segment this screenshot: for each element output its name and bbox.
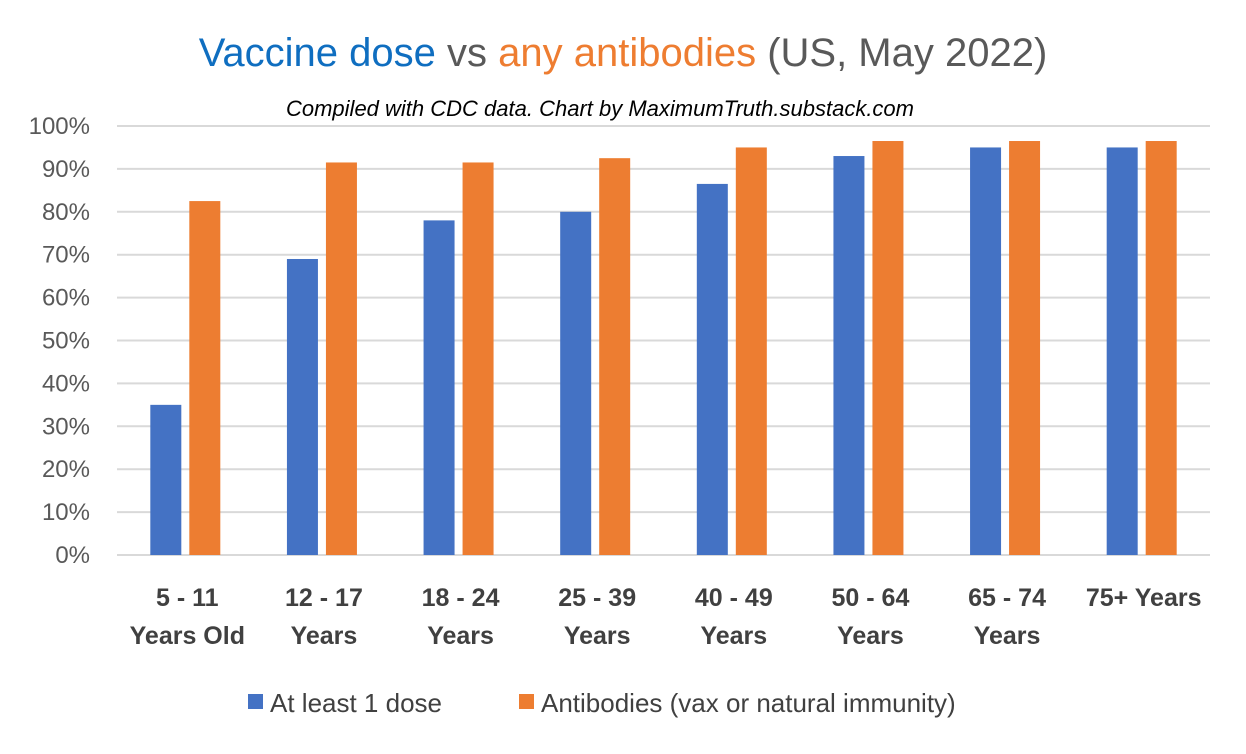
- x-category-label: 40 - 49: [695, 584, 773, 612]
- title-any-antibodies: any antibodies: [498, 31, 756, 75]
- y-tick-label: 60%: [42, 285, 90, 312]
- bar-antibodies: [462, 162, 494, 555]
- legend: At least 1 dose Antibodies (vax or natura…: [248, 688, 956, 718]
- x-category-label: 18 - 24: [422, 584, 500, 612]
- bar-antibodies: [325, 162, 357, 555]
- x-category-label: 25 - 39: [558, 584, 636, 612]
- bar-antibodies: [872, 141, 904, 555]
- x-category-label: Years: [291, 622, 358, 650]
- x-category-label: 12 - 17: [285, 584, 363, 612]
- bar-antibodies: [599, 158, 631, 556]
- title-us-may-2022: (US, May 2022): [756, 31, 1047, 75]
- legend-swatch: [248, 694, 263, 709]
- y-tick-label: 50%: [42, 328, 90, 355]
- x-category-label: 50 - 64: [832, 584, 910, 612]
- x-category-label: Years: [974, 622, 1041, 650]
- bar-at-least-1-dose: [423, 220, 455, 555]
- bar-at-least-1-dose: [696, 183, 728, 556]
- title-vaccine-dose: Vaccine dose: [199, 31, 436, 75]
- x-category-label: 5 - 11: [156, 584, 219, 612]
- bar-at-least-1-dose: [833, 156, 865, 555]
- y-tick-label: 30%: [42, 413, 90, 440]
- bar-at-least-1-dose: [150, 404, 182, 555]
- y-tick-label: 80%: [42, 199, 90, 226]
- x-category-label: Years: [427, 622, 494, 650]
- x-category-label: Years Old: [130, 622, 245, 650]
- x-category-label: Years: [700, 622, 767, 650]
- y-tick-label: 90%: [42, 156, 90, 183]
- legend-label: At least 1 dose: [270, 688, 442, 718]
- bar-at-least-1-dose: [286, 258, 318, 555]
- y-tick-label: 10%: [42, 499, 90, 526]
- y-tick-label: 40%: [42, 370, 90, 397]
- title-vs: vs: [436, 31, 498, 75]
- x-category-label: 75+ Years: [1086, 584, 1202, 612]
- bar-antibodies: [189, 201, 221, 555]
- y-tick-label: 0%: [55, 542, 90, 569]
- y-tick-label: 70%: [42, 242, 90, 269]
- legend-swatch: [519, 694, 534, 709]
- bar-antibodies: [1009, 141, 1041, 555]
- y-tick-label: 20%: [42, 456, 90, 483]
- bar-at-least-1-dose: [1106, 147, 1138, 555]
- chart-title: Vaccine dose vs any antibodies (US, May …: [199, 31, 1048, 75]
- x-category-label: Years: [564, 622, 631, 650]
- x-category-label: Years: [837, 622, 904, 650]
- bar-antibodies: [1145, 141, 1177, 555]
- y-axis-ticks: 0% 10% 20% 30% 40% 50% 60% 70% 80% 90% 100%: [29, 113, 90, 569]
- gridlines: [117, 125, 1210, 556]
- bar-at-least-1-dose: [560, 211, 592, 556]
- x-category-label: 65 - 74: [968, 584, 1046, 612]
- chart-subtitle: Compiled with CDC data. Chart by Maximum…: [286, 96, 914, 121]
- y-tick-label: 100%: [29, 113, 90, 140]
- bar-at-least-1-dose: [970, 147, 1002, 555]
- x-axis-labels: 5 - 11 Years Old 12 - 17 Years 18 - 24 Years 2…: [130, 584, 1202, 650]
- legend-label: Antibodies (vax or natural immunity): [541, 688, 956, 718]
- bars: [150, 141, 1177, 556]
- bar-antibodies: [735, 147, 767, 555]
